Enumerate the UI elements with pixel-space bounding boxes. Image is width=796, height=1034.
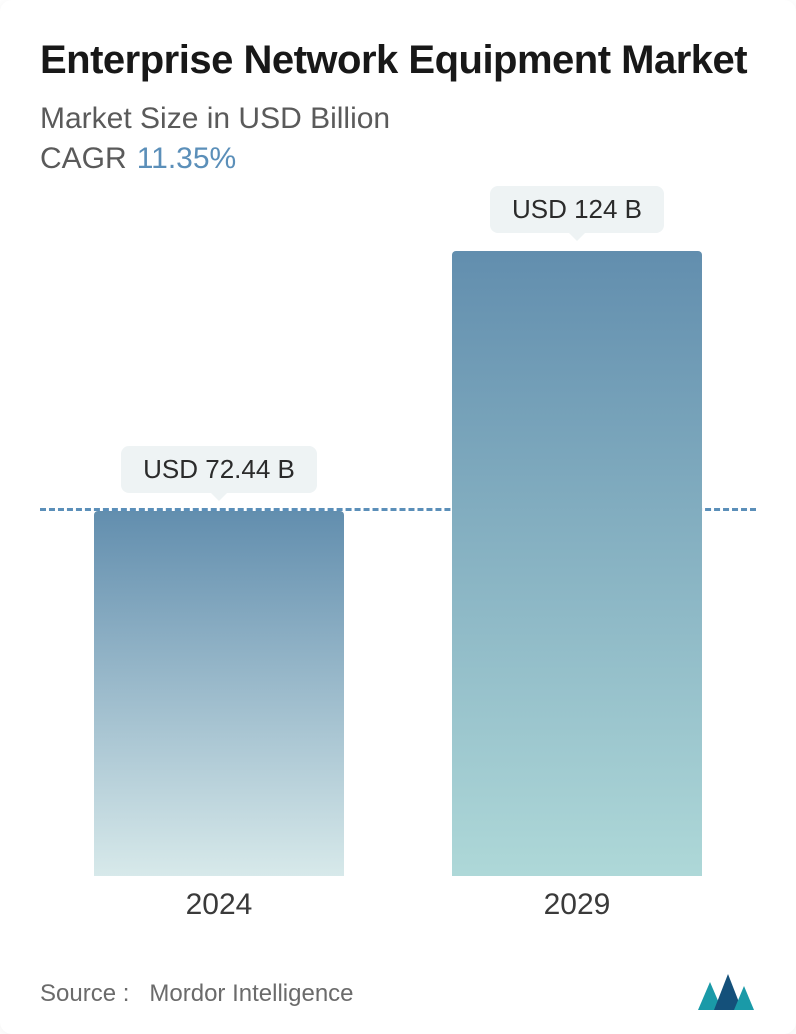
source-footer: Source : Mordor Intelligence xyxy=(40,980,354,1008)
value-pill: USD 124 B xyxy=(490,186,664,233)
chart-subtitle: Market Size in USD Billion xyxy=(40,102,756,136)
value-pill: USD 72.44 B xyxy=(121,446,317,493)
x-axis-labels: 2024 2029 xyxy=(40,888,756,922)
chart-title: Enterprise Network Equipment Market xyxy=(40,36,756,84)
bars-container: USD 72.44 BUSD 124 B xyxy=(40,196,756,876)
chart-card: Enterprise Network Equipment Market Mark… xyxy=(0,0,796,1034)
bar xyxy=(452,251,702,876)
bar-group-2029: USD 124 B xyxy=(447,186,707,876)
bar xyxy=(94,511,344,876)
cagr-value: 11.35% xyxy=(137,142,237,175)
cagr-row: CAGR 11.35% xyxy=(40,142,756,176)
x-label: 2029 xyxy=(447,888,707,922)
chart-area: USD 72.44 BUSD 124 B xyxy=(40,196,756,876)
source-label: Source : xyxy=(40,980,129,1007)
cagr-label: CAGR xyxy=(40,142,127,175)
x-label: 2024 xyxy=(89,888,349,922)
bar-group-2024: USD 72.44 B xyxy=(89,446,349,876)
source-name: Mordor Intelligence xyxy=(149,980,353,1007)
mordor-logo-icon xyxy=(696,972,756,1012)
